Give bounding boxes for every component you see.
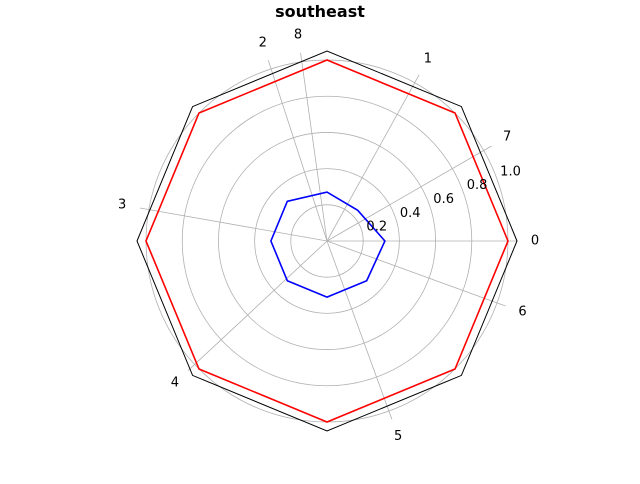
spoke-label-2: 2	[259, 36, 267, 51]
spoke-label-6: 6	[518, 305, 526, 320]
spoke-line-3	[139, 207, 328, 242]
chart-title: southeast	[275, 2, 365, 21]
r-tick-label-4: 1.0	[500, 164, 521, 179]
spoke-label-7: 7	[503, 130, 511, 145]
spoke-line-6	[326, 240, 506, 307]
spoke-line-7	[326, 145, 492, 242]
r-tick-label-0: 0.2	[366, 220, 387, 235]
spoke-label-1: 1	[424, 52, 432, 67]
spoke-label-4: 4	[171, 375, 179, 390]
series-layer	[145, 59, 509, 423]
label-layer: 0.2 0.4 0.6 0.8 1.0 0 1 2 3 4 5 6 7 8	[118, 28, 539, 444]
spoke-label-8: 8	[294, 28, 302, 43]
spoke-label-0: 0	[531, 234, 539, 249]
grid-layer	[136, 50, 518, 432]
spoke-line-5	[326, 240, 393, 420]
frame-polygon	[136, 50, 518, 432]
series-polygon-0	[145, 59, 509, 423]
spoke-line-8	[300, 52, 328, 242]
spoke-label-3: 3	[118, 197, 126, 212]
spoke-line-1	[326, 74, 420, 242]
spoke-line-2	[267, 60, 328, 242]
series-polygon-1	[270, 191, 386, 298]
r-tick-label-2: 0.6	[433, 192, 454, 207]
r-tick-label-3: 0.8	[467, 178, 488, 193]
spoke-line-4	[187, 240, 328, 371]
spoke-label-5: 5	[394, 429, 402, 444]
r-tick-label-1: 0.4	[400, 206, 421, 221]
